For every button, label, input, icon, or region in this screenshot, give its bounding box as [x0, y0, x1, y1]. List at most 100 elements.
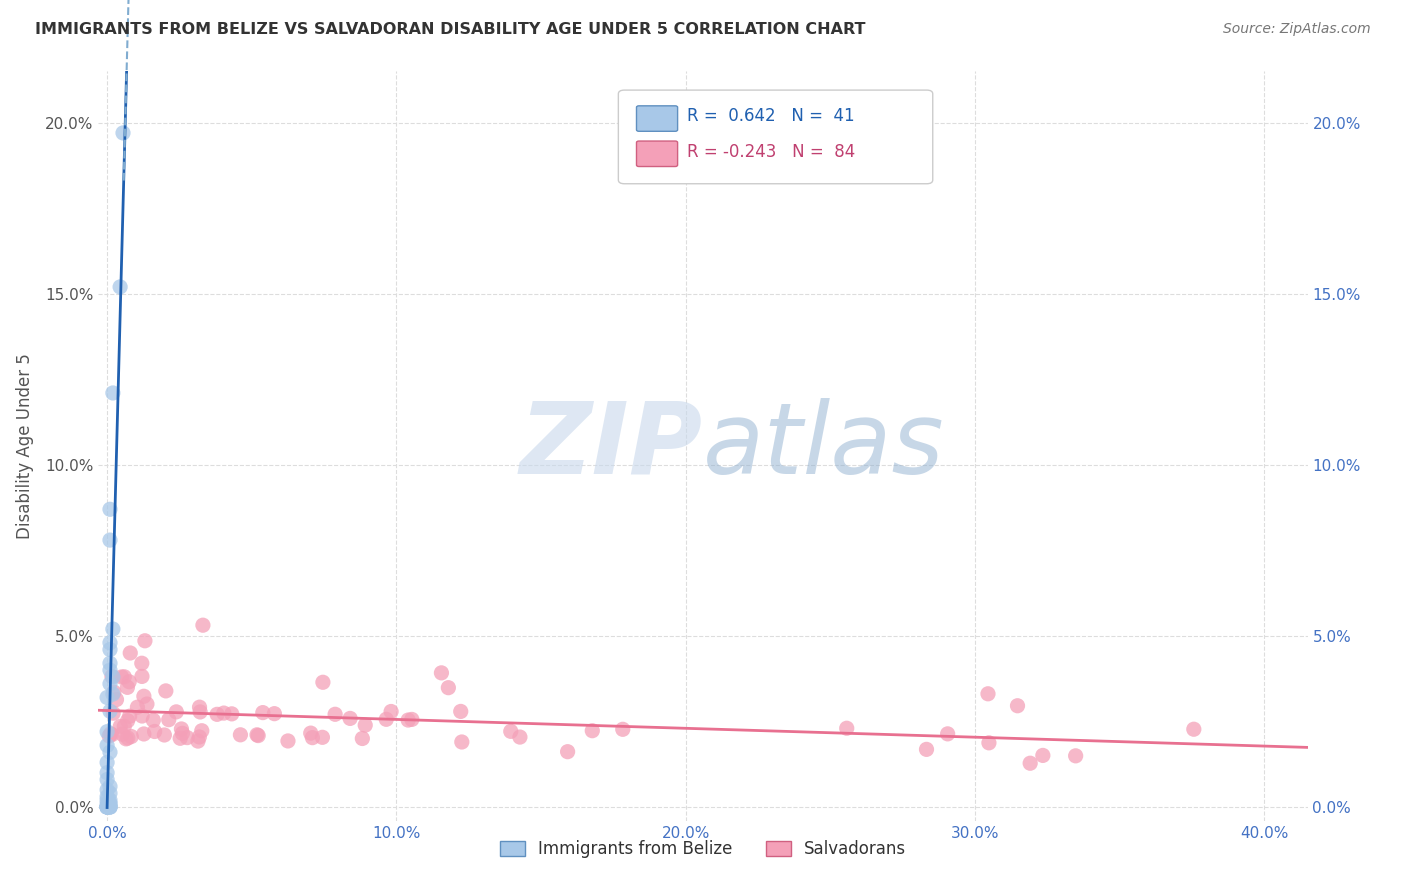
- Point: [110, 670, 132, 684]
- Point: [98, 636, 121, 650]
- Point: [312, 675, 335, 690]
- Point: [96, 765, 118, 780]
- Point: [430, 665, 453, 680]
- Point: [111, 727, 134, 741]
- Point: [277, 734, 299, 748]
- Point: [96, 800, 118, 814]
- Point: [98, 502, 121, 516]
- Point: [157, 713, 180, 727]
- Point: [557, 745, 579, 759]
- Point: [98, 797, 121, 811]
- Point: [977, 687, 1000, 701]
- Point: [176, 731, 198, 745]
- Point: [120, 730, 142, 744]
- Point: [117, 731, 139, 745]
- Point: [170, 722, 193, 736]
- Point: [1032, 748, 1054, 763]
- Point: [98, 642, 121, 657]
- Point: [98, 657, 121, 671]
- Point: [437, 681, 460, 695]
- Point: [101, 728, 124, 742]
- Point: [301, 731, 323, 745]
- Point: [165, 705, 187, 719]
- Point: [153, 728, 176, 742]
- Point: [169, 731, 191, 746]
- Point: [172, 726, 194, 740]
- Point: [191, 618, 214, 632]
- Point: [380, 705, 402, 719]
- Point: [936, 727, 959, 741]
- Point: [131, 669, 153, 683]
- Point: [212, 706, 235, 720]
- Point: [108, 280, 131, 294]
- Point: [252, 706, 274, 720]
- Point: [188, 730, 211, 744]
- Point: [103, 685, 125, 699]
- Point: [509, 730, 531, 744]
- Point: [396, 713, 419, 727]
- Point: [110, 719, 132, 733]
- Point: [221, 706, 243, 721]
- Point: [581, 723, 603, 738]
- Point: [1007, 698, 1029, 713]
- Point: [98, 533, 121, 547]
- Point: [100, 727, 122, 741]
- Point: [98, 677, 121, 691]
- Legend: Immigrants from Belize, Salvadorans: Immigrants from Belize, Salvadorans: [494, 833, 912, 864]
- Point: [134, 633, 156, 648]
- Point: [101, 669, 124, 683]
- Text: atlas: atlas: [703, 398, 945, 494]
- Point: [1064, 748, 1087, 763]
- Point: [127, 700, 149, 714]
- Point: [205, 707, 228, 722]
- Point: [188, 705, 211, 719]
- Point: [835, 721, 858, 735]
- Point: [120, 646, 142, 660]
- Text: R =  0.642   N =  41: R = 0.642 N = 41: [688, 107, 855, 125]
- Point: [98, 793, 121, 807]
- Point: [115, 731, 138, 746]
- Point: [311, 731, 333, 745]
- Point: [499, 724, 522, 739]
- Point: [1019, 756, 1042, 771]
- Point: [229, 728, 252, 742]
- Point: [117, 714, 139, 728]
- Point: [96, 793, 118, 807]
- Point: [96, 800, 118, 814]
- Y-axis label: Disability Age Under 5: Disability Age Under 5: [15, 353, 34, 539]
- Point: [118, 709, 141, 723]
- Point: [96, 789, 118, 804]
- FancyBboxPatch shape: [619, 90, 932, 184]
- Point: [977, 736, 1000, 750]
- Point: [375, 712, 398, 726]
- Point: [187, 734, 209, 748]
- Point: [98, 797, 121, 811]
- Text: R = -0.243   N =  84: R = -0.243 N = 84: [688, 143, 855, 161]
- Point: [450, 705, 472, 719]
- Point: [98, 704, 121, 718]
- Point: [401, 713, 423, 727]
- Point: [105, 692, 128, 706]
- Point: [143, 724, 166, 739]
- Point: [118, 674, 141, 689]
- Point: [96, 800, 118, 814]
- Point: [96, 724, 118, 739]
- Point: [101, 687, 124, 701]
- Point: [246, 728, 269, 742]
- Point: [101, 670, 124, 684]
- Point: [132, 727, 155, 741]
- Point: [352, 731, 374, 746]
- Point: [101, 386, 124, 401]
- Point: [299, 726, 322, 740]
- FancyBboxPatch shape: [637, 141, 678, 167]
- Point: [96, 800, 118, 814]
- Point: [247, 729, 270, 743]
- Point: [263, 706, 285, 721]
- Point: [101, 622, 124, 636]
- Point: [112, 719, 135, 733]
- Point: [117, 681, 139, 695]
- Point: [96, 782, 118, 797]
- Point: [155, 684, 177, 698]
- Point: [142, 713, 165, 727]
- Point: [339, 711, 361, 725]
